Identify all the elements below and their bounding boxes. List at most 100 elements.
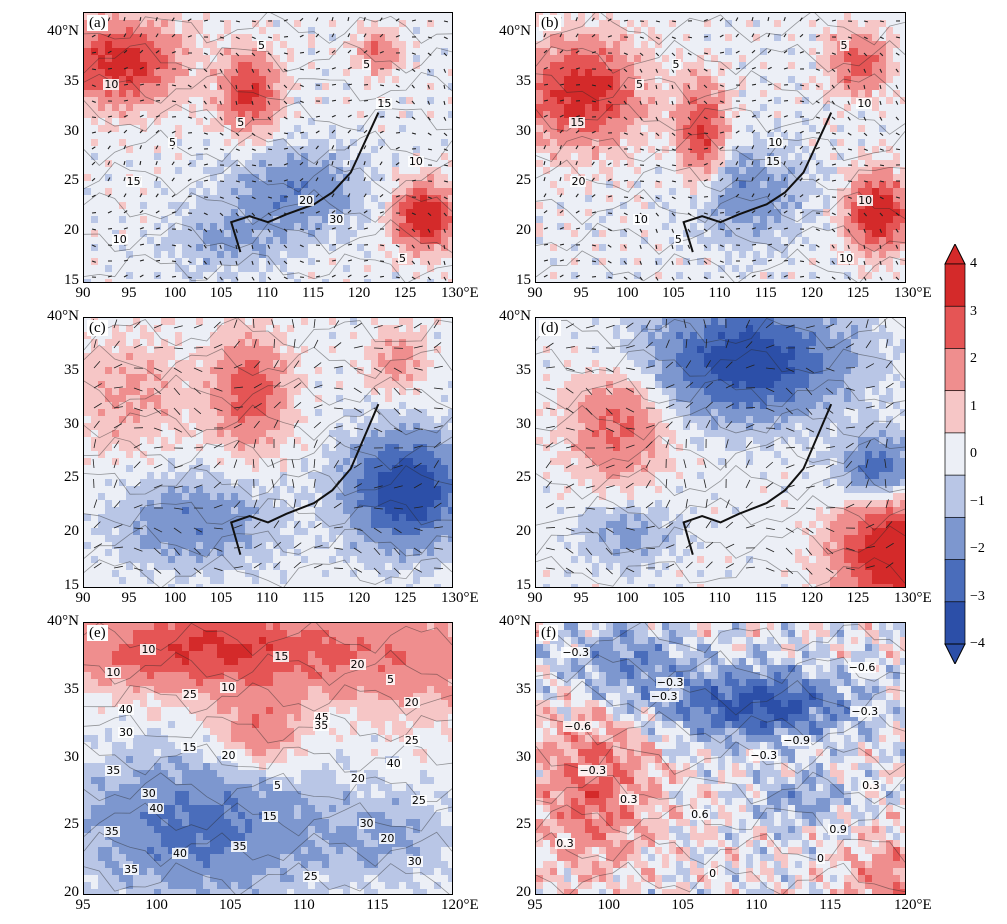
y-tick-label: 35	[64, 72, 79, 89]
wind-vector	[433, 502, 442, 509]
wind-vector	[333, 425, 343, 429]
colorbar-tick-label: 0	[970, 446, 977, 461]
wind-vector	[273, 360, 279, 369]
wind-vector	[203, 84, 207, 89]
wind-vector	[171, 100, 177, 103]
wind-vector	[395, 276, 401, 279]
wind-vector	[625, 567, 635, 573]
wind-vector	[745, 459, 750, 469]
wind-vector	[203, 244, 207, 249]
wind-vector	[735, 130, 740, 134]
wind-vector	[719, 116, 725, 119]
wind-vector	[751, 49, 756, 54]
contour-label: −0.3	[749, 749, 779, 763]
wind-vector	[719, 100, 724, 103]
wind-vector	[623, 132, 628, 135]
wind-vector	[655, 148, 660, 152]
wind-vector	[299, 116, 305, 119]
panel-c: (c)	[83, 317, 453, 588]
wind-vector	[113, 501, 121, 509]
wind-vector	[751, 67, 756, 70]
wind-vector	[783, 177, 786, 182]
wind-vector	[213, 387, 223, 392]
wind-vector	[575, 130, 580, 134]
contour-label: −0.3	[850, 705, 880, 719]
wind-vector	[293, 339, 296, 349]
wind-vector	[815, 146, 820, 150]
wind-vector	[671, 276, 675, 281]
wind-vector	[765, 387, 775, 393]
wind-vector	[751, 193, 755, 198]
wind-vector	[805, 427, 815, 433]
wind-vector	[93, 543, 103, 549]
wind-vector	[395, 34, 400, 38]
wind-vector	[687, 36, 693, 39]
wind-vector	[825, 463, 835, 469]
wind-vector	[895, 260, 899, 265]
wind-vector	[591, 84, 597, 87]
contour-label: 10	[632, 213, 649, 227]
contour-label: 15	[765, 155, 782, 169]
wind-vector	[253, 318, 255, 329]
wind-vector	[393, 567, 401, 575]
wind-vector	[113, 340, 120, 349]
wind-vector	[283, 19, 288, 22]
wind-vector	[585, 567, 593, 575]
wind-vector	[443, 228, 446, 233]
wind-vector	[283, 147, 289, 150]
wind-vector	[107, 130, 112, 134]
wind-vector	[331, 99, 337, 102]
wind-vector	[251, 132, 256, 137]
wind-vector	[655, 196, 660, 200]
wind-vector	[805, 367, 814, 374]
wind-vector	[671, 36, 676, 40]
y-tick-label: 30	[64, 122, 79, 139]
wind-vector	[545, 425, 555, 429]
wind-vector	[155, 210, 160, 214]
wind-vector	[765, 547, 775, 553]
wind-vector	[545, 567, 555, 570]
wind-vector	[607, 35, 612, 38]
colorbar-tick-label: 3	[970, 303, 977, 319]
wind-vector	[767, 83, 773, 86]
wind-vector	[235, 276, 239, 281]
colorbar-tick-label: 4	[970, 256, 977, 271]
wind-vector	[133, 387, 143, 392]
wind-vector	[735, 177, 739, 182]
panel-label: (f)	[539, 625, 558, 641]
x-tick-label: 110	[292, 897, 315, 913]
wind-vector	[353, 527, 363, 532]
contour-label: −0.6	[847, 661, 877, 675]
wind-vector	[313, 421, 322, 429]
wind-vector	[863, 36, 868, 40]
wind-vector	[139, 114, 144, 118]
wind-vector	[625, 407, 635, 413]
boundary-line	[536, 464, 905, 501]
wind-vector	[139, 243, 145, 246]
wind-vector	[427, 244, 430, 249]
wind-vector	[725, 403, 735, 409]
wind-vector	[591, 211, 597, 214]
wind-vector	[825, 346, 835, 349]
wind-vector	[283, 244, 288, 249]
wind-vector	[687, 244, 691, 249]
wind-vector	[283, 276, 288, 280]
wind-vector	[751, 210, 756, 214]
wind-vector	[331, 145, 335, 150]
contour-label: 25	[410, 794, 427, 808]
wind-vector	[735, 193, 740, 198]
wind-vector	[879, 276, 883, 281]
wind-vector	[863, 260, 866, 266]
x-tick-label: 110	[708, 590, 731, 606]
wind-vector	[687, 68, 691, 73]
wind-vector	[171, 17, 175, 22]
wind-vector	[433, 567, 444, 569]
wind-vector	[751, 177, 754, 182]
wind-vector	[625, 367, 635, 371]
wind-vector	[665, 563, 675, 569]
wind-vector	[799, 194, 804, 198]
wind-vector	[331, 243, 337, 246]
wind-vector	[585, 507, 595, 510]
wind-vector	[283, 212, 288, 215]
contour-label: 25	[302, 870, 319, 884]
